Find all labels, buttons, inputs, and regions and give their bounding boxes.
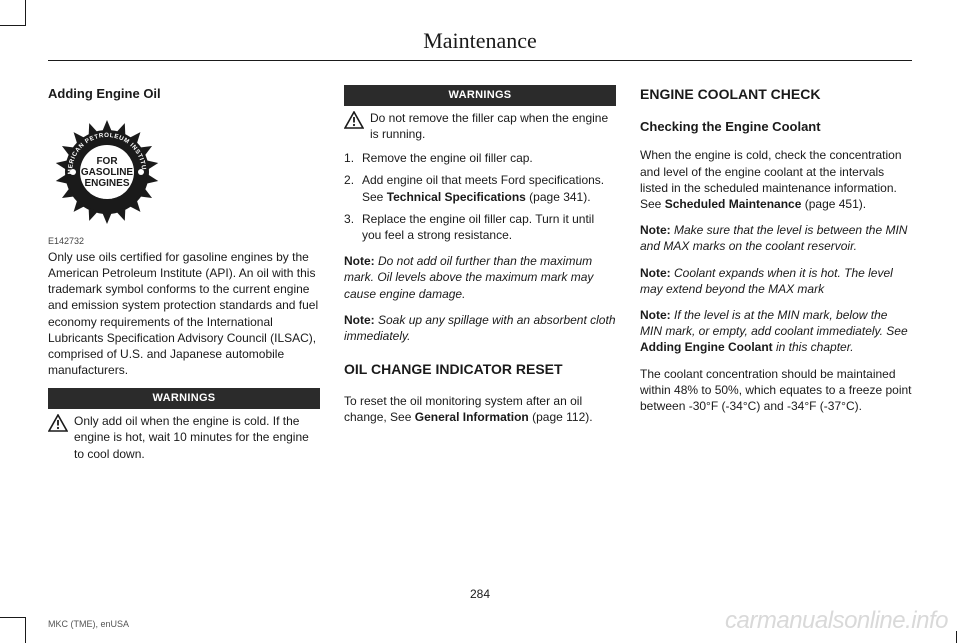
svg-text:GASOLINE: GASOLINE — [81, 167, 134, 178]
note-coolant-expands: Note: Coolant expands when it is hot. Th… — [640, 265, 912, 297]
oil-steps-list: Remove the engine oil filler cap. Add en… — [344, 150, 616, 243]
step-1: Remove the engine oil filler cap. — [344, 150, 616, 166]
note-add-coolant: Note: If the level is at the MIN mark, b… — [640, 307, 912, 356]
badge-caption: E142732 — [48, 235, 320, 247]
crop-mark-bottom-right — [956, 631, 960, 643]
step-3: Replace the engine oil filler cap. Turn … — [344, 211, 616, 243]
note-oil-max: Note: Do not add oil further than the ma… — [344, 253, 616, 302]
coolant-p1: When the engine is cold, check the conce… — [640, 147, 912, 212]
footer-watermark: carmanualsonline.info — [725, 607, 948, 635]
heading-adding-engine-oil: Adding Engine Oil — [48, 85, 320, 103]
warning-body-1: Only add oil when the engine is cold. If… — [48, 409, 320, 462]
api-starburst-badge: AMERICAN PETROLEUM INSTITUTE CERTIFIED F… — [52, 117, 320, 231]
column-1: Adding Engine Oil — [48, 85, 320, 470]
crop-mark-bottom-left — [0, 617, 26, 643]
warning-bar-1: WARNINGS — [48, 388, 320, 409]
column-2: WARNINGS Do not remove the filler cap wh… — [344, 85, 616, 470]
warning-text-2: Do not remove the filler cap when the en… — [370, 110, 616, 142]
warning-triangle-icon — [48, 414, 68, 436]
warning-triangle-icon — [344, 111, 364, 133]
heading-oil-change-reset: OIL CHANGE INDICATOR RESET — [344, 360, 616, 379]
subheading-checking-coolant: Checking the Engine Coolant — [640, 118, 912, 136]
col1-body: Only use oils certified for gasoline eng… — [48, 249, 320, 379]
page-number: 284 — [0, 587, 960, 601]
warning-bar-2: WARNINGS — [344, 85, 616, 106]
content-columns: Adding Engine Oil — [48, 85, 912, 470]
step-2: Add engine oil that meets Ford specifica… — [344, 172, 616, 204]
svg-text:ENGINES: ENGINES — [84, 178, 129, 189]
note-min-max: Note: Make sure that the level is betwee… — [640, 222, 912, 254]
footer-left: MKC (TME), enUSA — [48, 619, 129, 629]
column-3: ENGINE COOLANT CHECK Checking the Engine… — [640, 85, 912, 470]
crop-mark-top-left — [0, 0, 26, 26]
oil-reset-body: To reset the oil monitoring system after… — [344, 393, 616, 425]
note-spillage: Note: Soak up any spillage with an absor… — [344, 312, 616, 344]
svg-text:FOR: FOR — [96, 156, 118, 167]
title-rule — [48, 60, 912, 61]
coolant-concentration: The coolant concentration should be main… — [640, 366, 912, 415]
warning-text-1: Only add oil when the engine is cold. If… — [74, 413, 320, 462]
warning-body-2: Do not remove the filler cap when the en… — [344, 106, 616, 142]
heading-engine-coolant: ENGINE COOLANT CHECK — [640, 85, 912, 104]
page-title: Maintenance — [48, 28, 912, 54]
